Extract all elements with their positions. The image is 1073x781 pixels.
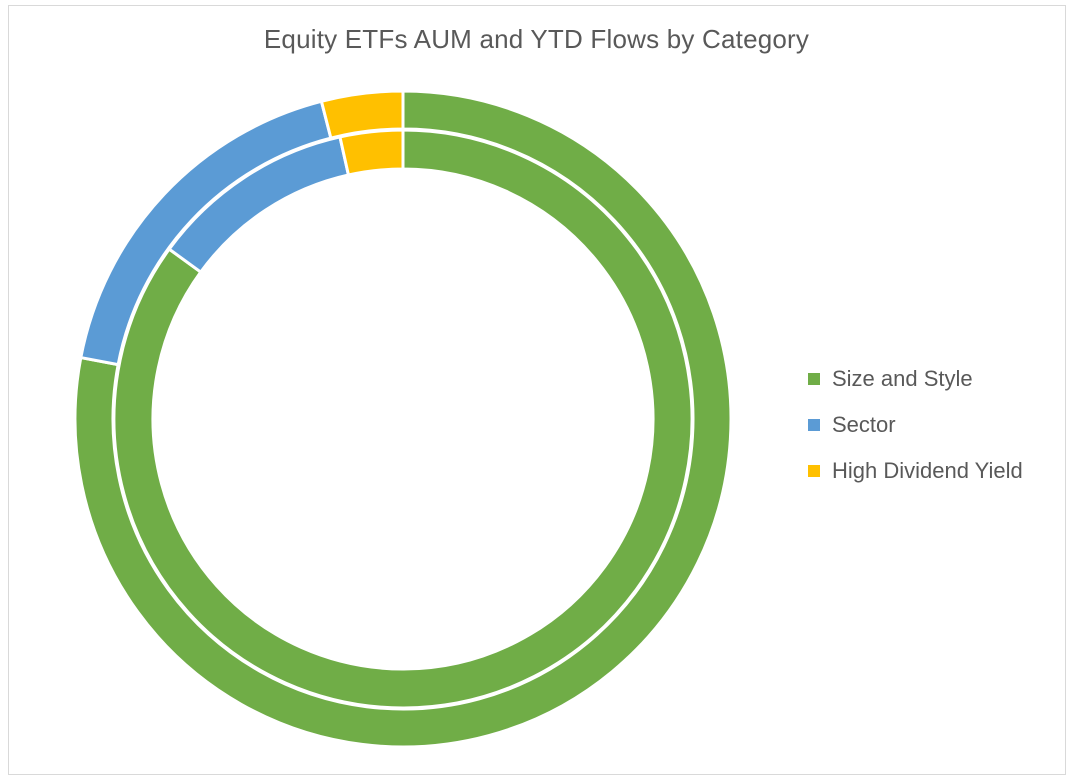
legend-label: Sector (832, 412, 896, 437)
legend-label: Size and Style (832, 366, 973, 391)
chart-title: Equity ETFs AUM and YTD Flows by Categor… (263, 24, 810, 54)
legend-item-sector: Sector (808, 402, 1063, 448)
legend-item-high-dividend-yield: High Dividend Yield (808, 448, 1063, 494)
legend-swatch (808, 419, 820, 431)
legend-swatch (808, 373, 820, 385)
inner-ring-slice-size-and-style (112, 128, 694, 710)
legend: Size and Style Sector High Dividend Yield (808, 356, 1063, 494)
inner-ring-slice-high-dividend-yield (338, 128, 405, 177)
legend-item-size-and-style: Size and Style (808, 356, 1063, 402)
legend-swatch (808, 465, 820, 477)
legend-label: High Dividend Yield (832, 458, 1023, 483)
